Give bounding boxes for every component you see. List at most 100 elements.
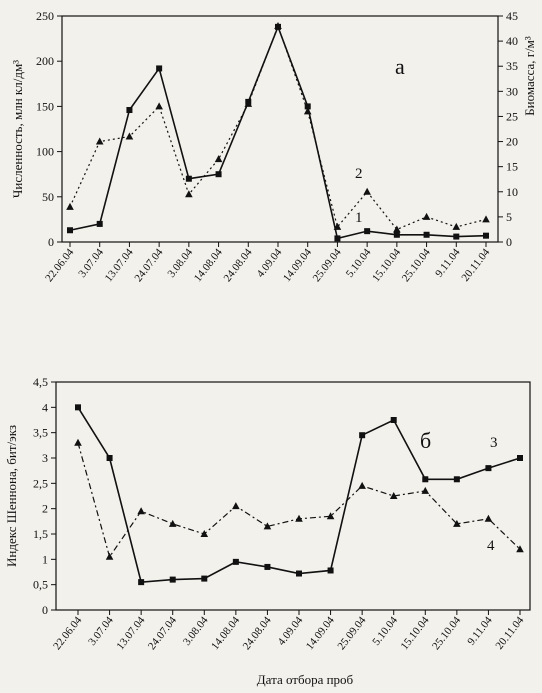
series-3-point: [106, 455, 113, 461]
x-tick-label: 14.09.04: [281, 246, 314, 284]
x-tick-label: 25.10.04: [430, 614, 463, 652]
series-1-line: [69, 24, 487, 240]
x-tick-label: 25.09.04: [335, 614, 368, 652]
series-2-point: [422, 212, 431, 220]
series-1-point: [304, 103, 311, 110]
y-axis-title: Индекс Шеннона, бит/экз: [4, 425, 19, 567]
y2-tick-label: 35: [506, 59, 518, 73]
y-tick-label: 200: [36, 54, 54, 68]
series-2-point: [66, 202, 74, 210]
series-1-point: [334, 235, 341, 242]
x-tick-label: 15.10.04: [398, 614, 431, 652]
x-tick-label: 3.08.04: [181, 614, 211, 648]
y2-tick-label: 40: [506, 34, 518, 48]
series-2-point: [363, 187, 371, 195]
x-tick-label: 3.07.04: [76, 246, 106, 280]
series-2-point: [482, 215, 490, 223]
series-1-point: [156, 65, 163, 72]
series-2-point: [452, 222, 461, 230]
series-1-point: [423, 231, 430, 238]
series-4-point: [421, 486, 430, 494]
series-4-point: [200, 530, 209, 537]
x-tick-label: 4.09.04: [255, 246, 285, 280]
series-1-point: [67, 227, 73, 234]
y-tick-label: 1,5: [33, 527, 48, 541]
series-3-point: [138, 579, 145, 586]
series-2-point: [274, 22, 282, 30]
series-4-point: [358, 481, 366, 489]
y2-axis-title: Биомасса, г/м³: [522, 36, 537, 116]
y-tick-label: 150: [36, 99, 54, 113]
x-tick-label: 5.10.04: [344, 246, 374, 280]
series-2-label: 2: [355, 166, 363, 182]
series-2-point: [244, 99, 253, 107]
series-2-point: [155, 102, 163, 110]
y-axis-title: Численность, млн кл/дм³: [10, 60, 25, 198]
series-4-point: [74, 438, 82, 446]
panel-a: 0 50 100 150 200 250 0 5 10 15 20 25 30 35 40 45 22.06.0…: [10, 9, 537, 284]
y2-tick-label: 5: [506, 210, 512, 224]
y-tick-label: 0: [48, 235, 54, 249]
series-3-point: [390, 417, 397, 423]
x-tick-label: 20.11.04: [493, 614, 526, 652]
x-tick-label: 13.07.04: [103, 246, 136, 284]
x-tick-label: 22.06.04: [51, 614, 84, 652]
x-tick-label: 20.11.04: [459, 246, 492, 284]
series-3-point: [296, 570, 302, 577]
series-1-point: [126, 107, 133, 114]
series-1-point: [483, 232, 489, 239]
y-tick-label: 100: [36, 145, 54, 159]
y-tick-label: 0: [42, 603, 48, 617]
series-4-point: [168, 519, 177, 527]
y-tick-label: 2: [42, 502, 48, 516]
series-3-point: [453, 476, 460, 483]
y-tick-label: 4: [42, 400, 48, 414]
x-tick-label: 13.07.04: [114, 614, 147, 652]
x-tick-label: 22.06.04: [43, 246, 76, 284]
series-4-point: [516, 545, 524, 553]
series-2-point: [214, 155, 223, 163]
series-4-point: [105, 552, 114, 560]
x-tick-label: 24.08.04: [221, 246, 254, 284]
y2-tick-label: 45: [506, 9, 518, 23]
plot-frame: [55, 381, 531, 611]
y2-tick-label: 0: [506, 235, 512, 249]
series-2-point: [333, 222, 342, 230]
y-tick-label: 3,5: [33, 426, 48, 440]
x-tick-label: 25.09.04: [311, 246, 344, 284]
x-tick-label: 14.09.04: [304, 614, 337, 652]
x-tick-label: 14.08.04: [192, 246, 225, 284]
series-3-point: [517, 455, 523, 461]
series-4-point: [326, 512, 335, 520]
y2-tick-label: 25: [506, 109, 518, 123]
series-2-point: [125, 132, 134, 140]
x-tick-label: 14.08.04: [209, 614, 242, 652]
y-tick-label: 2,5: [33, 476, 48, 490]
series-4-point: [453, 519, 461, 527]
series-4-line: [77, 442, 521, 559]
y-tick-label: 4,5: [33, 375, 48, 389]
series-3-point: [201, 575, 208, 582]
x-tick-label: 15.10.04: [370, 246, 403, 284]
series-4-point: [263, 522, 272, 530]
series-4-point: [389, 492, 398, 499]
series-1-point: [364, 228, 371, 235]
y-tick-label: 50: [42, 190, 54, 204]
x-tick-label: 3.07.04: [86, 614, 116, 648]
y2-tick-label: 30: [506, 84, 518, 98]
series-4-label: 4: [487, 538, 495, 554]
series-3-point: [169, 576, 176, 583]
series-1-point: [453, 233, 460, 240]
series-3-label: 3: [490, 435, 498, 451]
y2-tick-label: 15: [506, 160, 518, 174]
x-tick-label: 25.10.04: [400, 246, 433, 284]
series-1-label: 1: [355, 210, 363, 226]
series-2-point: [303, 107, 312, 115]
series-3-point: [264, 563, 271, 570]
series-3-point: [232, 558, 239, 565]
series-4-point: [484, 514, 493, 522]
y-tick-label: 1: [42, 552, 48, 566]
series-2-point: [185, 190, 193, 198]
x-tick-label: 9.11.04: [433, 246, 463, 279]
series-4-point: [137, 507, 145, 515]
